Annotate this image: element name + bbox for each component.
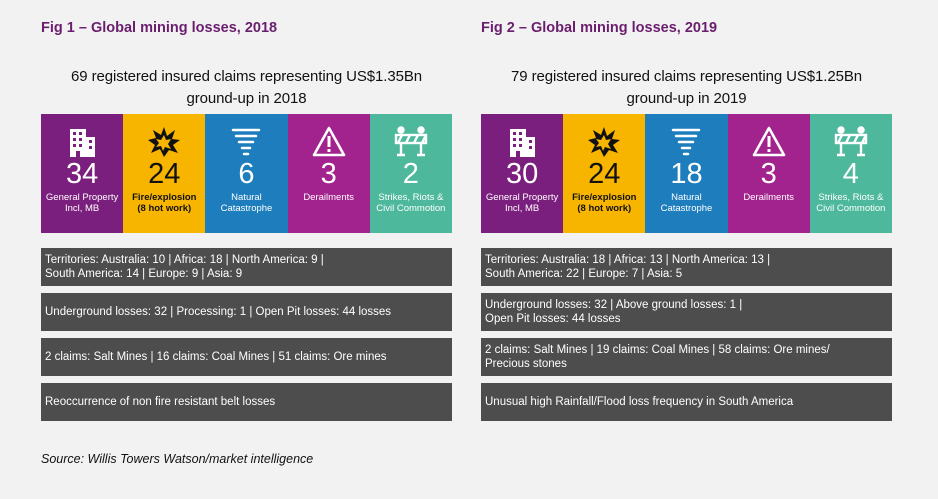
tile-label: Natural Catastrophe (220, 192, 273, 214)
tile-value: 34 (65, 158, 99, 190)
tile-label: General Property Incl, MB (45, 192, 119, 214)
summary-line-1: 69 registered insured claims representin… (71, 68, 422, 85)
tile-label: Derailments (743, 192, 794, 203)
tile-natural-catastrophe: 18 Natural Catastrophe (645, 114, 728, 233)
tile-value: 24 (588, 158, 621, 190)
mine-type-bar: 2 claims: Salt Mines | 16 claims: Coal M… (41, 338, 452, 376)
loss-category-tiles: 34 General Property Incl, MB 24 Fire/exp… (41, 114, 452, 233)
summary-line-2: ground-up in 2018 (186, 90, 307, 107)
summary-line-1: 79 registered insured claims representin… (511, 68, 862, 85)
territories-bar: Territories: Australia: 10 | Africa: 18 … (41, 248, 452, 286)
building-icon (481, 125, 563, 159)
tile-strikes-riots: 4 Strikes, Riots & Civil Commotion (809, 114, 892, 233)
bar-line-2: Precious stones (485, 358, 567, 370)
summary-line-2: ground-up in 2019 (626, 90, 747, 107)
bar-line-1: 2 claims: Salt Mines | 16 claims: Coal M… (45, 351, 387, 363)
tile-fire-explosion: 24 Fire/explosion (8 hot work) (563, 114, 646, 233)
bar-line-1: Territories: Australia: 10 | Africa: 18 … (45, 254, 324, 266)
source-note: Source: Willis Towers Watson/market inte… (41, 452, 314, 466)
tile-natural-catastrophe: 6 Natural Catastrophe (205, 114, 288, 233)
bar-line-1: Underground losses: 32 | Processing: 1 |… (45, 306, 392, 318)
tile-label: Fire/explosion (8 hot work) (132, 192, 197, 214)
tile-label: Natural Catastrophe (660, 192, 713, 214)
bar-line-1: 2 claims: Salt Mines | 19 claims: Coal M… (485, 344, 830, 356)
bar-line-2: South America: 22 | Europe: 7 | Asia: 5 (485, 268, 683, 280)
tile-label: Strikes, Riots & Civil Commotion (816, 192, 886, 214)
claims-summary: 79 registered insured claims representin… (481, 66, 892, 110)
warning-icon (728, 125, 810, 159)
warning-icon (288, 125, 370, 159)
tile-value: 3 (760, 158, 777, 190)
bar-line-2: Open Pit losses: 44 losses (485, 313, 621, 325)
tile-value: 30 (505, 158, 539, 190)
tile-label: Strikes, Riots & Civil Commotion (376, 192, 446, 214)
tile-value: 24 (148, 158, 181, 190)
tile-strikes-riots: 2 Strikes, Riots & Civil Commotion (369, 114, 452, 233)
tile-general-property: 30 General Property Incl, MB (481, 114, 564, 233)
tile-label: General Property Incl, MB (485, 192, 559, 214)
loss-location-bar: Underground losses: 32 | Processing: 1 |… (41, 293, 452, 331)
tile-value: 2 (402, 158, 419, 190)
tile-label: Derailments (303, 192, 354, 203)
bar-line-1: Unusual high Rainfall/Flood loss frequen… (485, 396, 794, 408)
tile-derailments: 3 Derailments (727, 114, 810, 233)
bar-line-1: Territories: Australia: 18 | Africa: 13 … (485, 254, 771, 266)
tile-label: Fire/explosion (8 hot work) (572, 192, 637, 214)
figure-title: Fig 1 – Global mining losses, 2018 (41, 20, 278, 36)
tile-value: 6 (238, 158, 255, 190)
tile-fire-explosion: 24 Fire/explosion (8 hot work) (123, 114, 206, 233)
claims-summary: 69 registered insured claims representin… (41, 66, 452, 110)
notable-trend-bar: Reoccurrence of non fire resistant belt … (41, 383, 452, 421)
tornado-icon (205, 125, 287, 159)
barrier-icon (810, 125, 892, 159)
building-icon (41, 125, 123, 159)
tile-general-property: 34 General Property Incl, MB (41, 114, 124, 233)
bar-line-2: South America: 14 | Europe: 9 | Asia: 9 (45, 268, 243, 280)
tile-derailments: 3 Derailments (287, 114, 370, 233)
tile-value: 4 (842, 158, 859, 190)
barrier-icon (370, 125, 452, 159)
explosion-icon (563, 125, 645, 159)
notable-trend-bar: Unusual high Rainfall/Flood loss frequen… (481, 383, 892, 421)
tile-value: 18 (670, 158, 703, 190)
bar-line-1: Underground losses: 32 | Above ground lo… (485, 299, 743, 311)
tile-value: 3 (320, 158, 337, 190)
figure-title: Fig 2 – Global mining losses, 2019 (481, 20, 718, 36)
loss-location-bar: Underground losses: 32 | Above ground lo… (481, 293, 892, 331)
mine-type-bar: 2 claims: Salt Mines | 19 claims: Coal M… (481, 338, 892, 376)
explosion-icon (123, 125, 205, 159)
territories-bar: Territories: Australia: 18 | Africa: 13 … (481, 248, 892, 286)
bar-line-1: Reoccurrence of non fire resistant belt … (45, 396, 276, 408)
tornado-icon (645, 125, 727, 159)
loss-category-tiles: 30 General Property Incl, MB 24 Fire/exp… (481, 114, 892, 233)
